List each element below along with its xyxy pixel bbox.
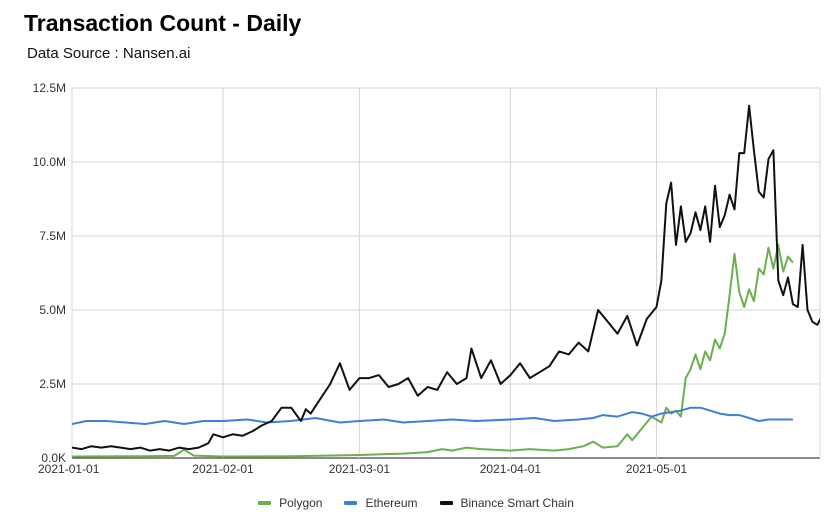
legend-item: Polygon [258,496,322,510]
legend-label: Polygon [279,496,323,510]
legend-swatch [258,501,272,505]
legend-item: Binance Smart Chain [439,496,574,510]
axis-labels: 0.0K 2.5M 5.0M 7.5M 10.0M 12.5M 2021-01-01 2021… [33,81,688,476]
chart-subtitle: Data Source : Nansen.ai [27,45,191,62]
legend-item: Ethereum [344,496,418,510]
series-lines [72,104,820,458]
x-tick-label: 2021-03-01 [329,462,391,476]
y-tick-label: 2.5M [39,377,66,391]
line-chart: 0.0K 2.5M 5.0M 7.5M 10.0M 12.5M 2021-01-01 2021… [33,81,821,476]
legend: Polygon Ethereum Binance Smart Chain [0,496,832,510]
series-line-polygon [72,243,794,458]
x-tick-label: 2021-02-01 [192,462,254,476]
grid-lines [71,87,821,459]
y-tick-label: 10.0M [33,155,66,169]
series-line-ethereum [72,406,793,425]
y-tick-label: 5.0M [39,303,66,317]
legend-label: Ethereum [365,496,418,510]
x-tick-label: 2021-04-01 [480,462,542,476]
legend-swatch [439,501,453,505]
chart-title: Transaction Count - Daily [24,10,302,36]
y-tick-label: 0.0K [41,451,66,465]
legend-swatch [344,501,358,505]
legend-label: Binance Smart Chain [460,496,574,510]
series-line-binance-smart-chain [72,104,820,452]
x-tick-label: 2021-01-01 [38,462,100,476]
x-tick-label: 2021-05-01 [626,462,688,476]
y-tick-label: 7.5M [39,229,66,243]
y-tick-label: 12.5M [33,81,66,95]
